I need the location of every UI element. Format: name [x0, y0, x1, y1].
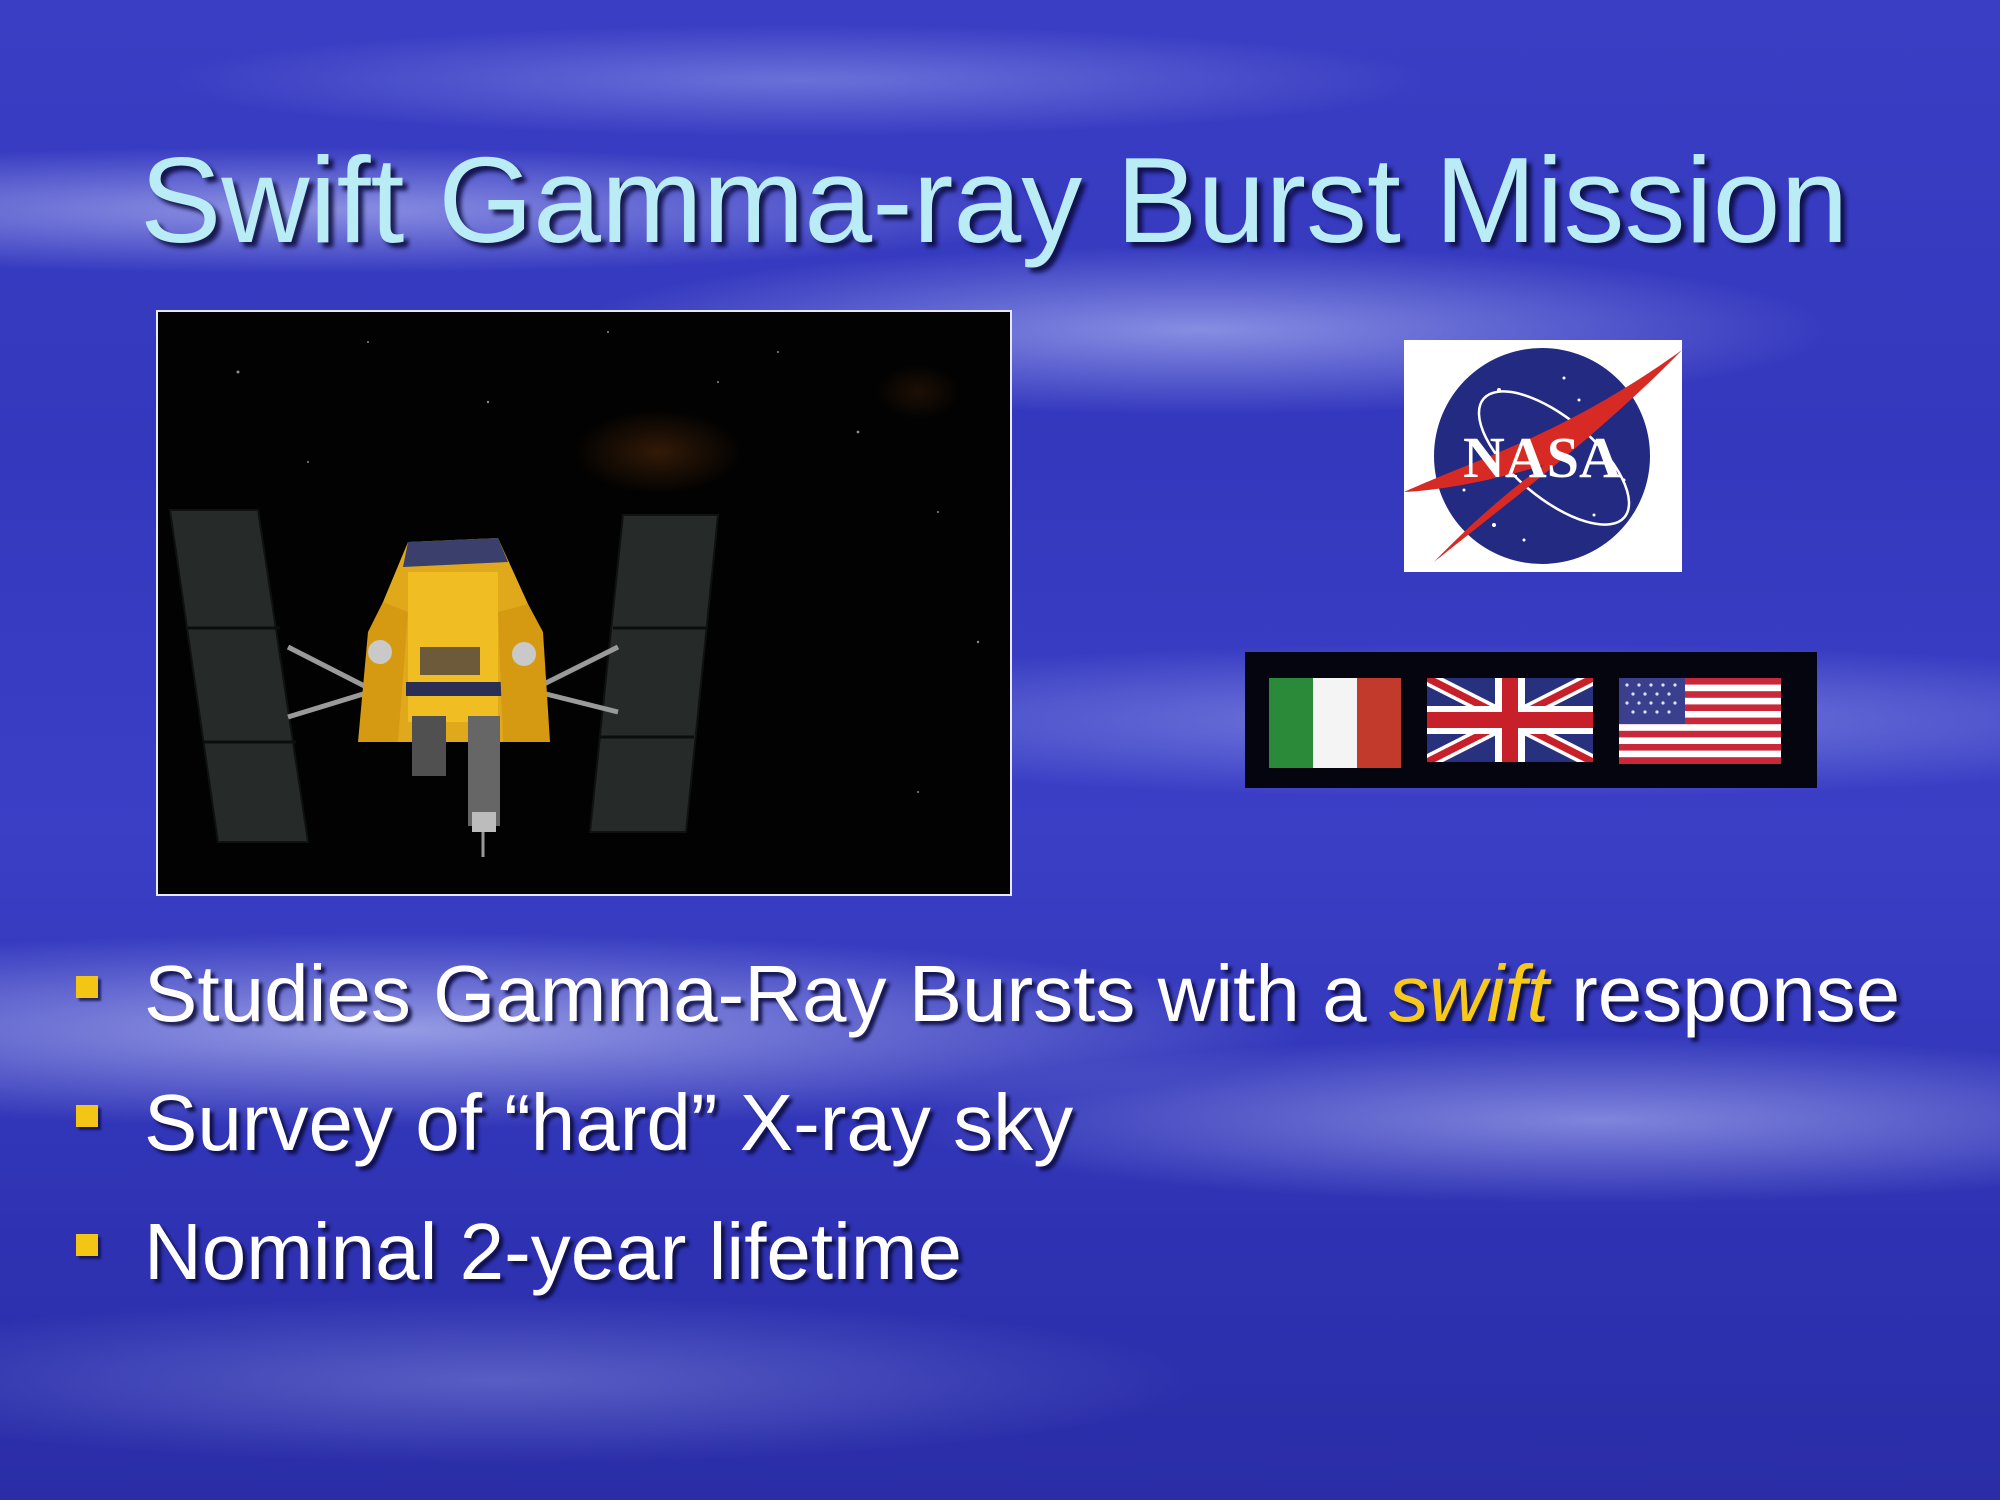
bullet-item: Nominal 2-year lifetime — [70, 1198, 1930, 1306]
bullet-item: Studies Gamma-Ray Bursts with a swift re… — [70, 940, 1930, 1048]
bullet-item: Survey of “hard” X-ray sky — [70, 1069, 1930, 1177]
bullet-marker-icon — [76, 1105, 98, 1127]
bullet-list: Studies Gamma-Ray Bursts with a swift re… — [70, 940, 1930, 1327]
nasa-meatball-icon: NASA — [1404, 348, 1682, 564]
italy-flag-icon — [1269, 678, 1401, 768]
usa-flag-icon — [1619, 678, 1781, 764]
uk-flag-icon — [1427, 678, 1593, 762]
bullet-text: Nominal 2-year lifetime — [144, 1207, 963, 1296]
nasa-logo: NASA — [1404, 340, 1682, 572]
bullet-emphasis: swift — [1388, 949, 1549, 1038]
satellite-image — [156, 310, 1012, 896]
bullet-text: Studies Gamma-Ray Bursts with a — [144, 949, 1389, 1038]
slide-title: Swift Gamma-ray Burst Mission — [140, 132, 1849, 268]
satellite-illustration — [168, 331, 980, 857]
bullet-text-continued: response — [1548, 949, 1901, 1038]
partner-flags — [1245, 652, 1817, 788]
bullet-marker-icon — [76, 976, 98, 998]
nasa-logo-text: NASA — [1463, 425, 1621, 490]
bullet-text: Survey of “hard” X-ray sky — [144, 1078, 1074, 1167]
bullet-marker-icon — [76, 1234, 98, 1256]
